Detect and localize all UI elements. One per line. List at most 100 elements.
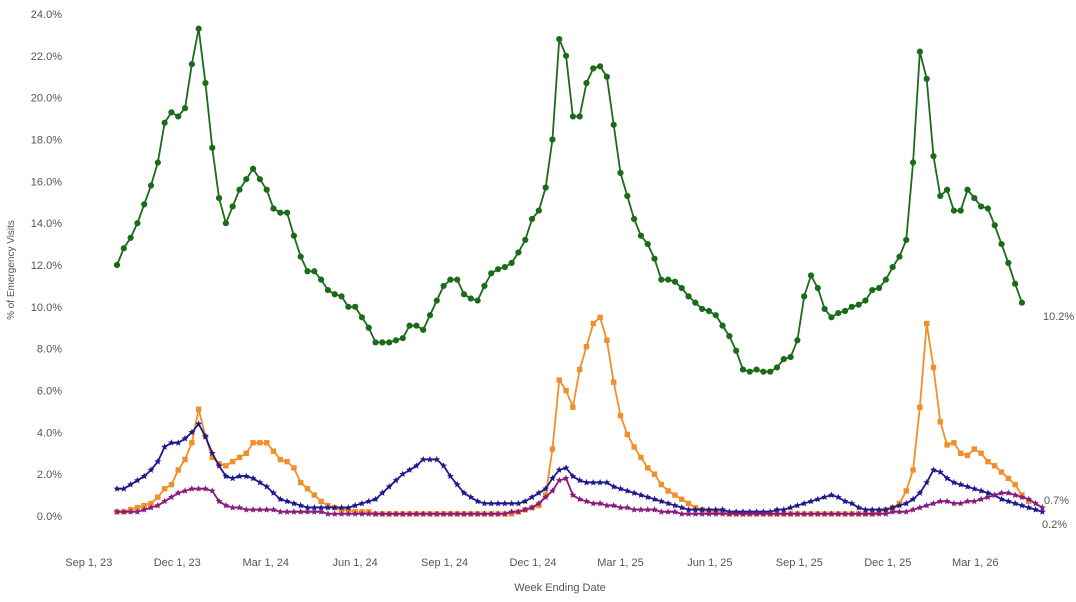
- data-point: [705, 307, 713, 315]
- data-point: [753, 366, 760, 373]
- data-point: [1018, 493, 1026, 501]
- data-point: [291, 465, 297, 471]
- data-point: [746, 368, 753, 375]
- data-point: [161, 119, 168, 126]
- data-point: [984, 489, 992, 496]
- data-point: [651, 471, 658, 477]
- data-point: [766, 510, 774, 517]
- data-point: [841, 307, 849, 315]
- data-point: [535, 207, 542, 214]
- data-point: [889, 508, 897, 515]
- data-point: [903, 236, 910, 243]
- data-point: [1005, 475, 1012, 482]
- data-point: [692, 299, 699, 306]
- data-point: [460, 291, 468, 298]
- data-point: [631, 444, 637, 450]
- data-point: [420, 326, 427, 333]
- data-point: [426, 510, 434, 517]
- data-point: [256, 176, 263, 183]
- data-point: [351, 501, 359, 509]
- y-tick-label: 20.0%: [31, 93, 62, 105]
- x-tick-label: Dec 1, 23: [154, 557, 201, 569]
- data-point: [991, 491, 999, 498]
- data-point: [793, 510, 801, 517]
- data-point: [773, 364, 781, 371]
- data-point: [644, 506, 652, 513]
- data-point: [719, 510, 726, 517]
- data-point: [951, 440, 957, 446]
- data-point: [665, 276, 672, 283]
- data-point: [957, 499, 965, 507]
- data-point: [623, 487, 631, 494]
- data-point: [637, 491, 645, 498]
- data-point: [992, 463, 998, 469]
- data-point: [508, 499, 516, 507]
- data-point: [358, 314, 366, 321]
- data-point: [528, 504, 536, 511]
- data-point: [882, 276, 889, 283]
- data-point: [630, 489, 638, 496]
- data-point: [229, 474, 237, 482]
- data-point: [270, 506, 277, 513]
- y-tick-label: 14.0%: [31, 218, 62, 230]
- data-point: [277, 209, 284, 216]
- data-point: [828, 510, 835, 517]
- data-point: [944, 442, 950, 448]
- data-point: [705, 510, 713, 517]
- data-point: [515, 249, 522, 256]
- y-tick-label: 18.0%: [31, 135, 62, 147]
- data-point: [645, 465, 651, 471]
- data-point: [501, 499, 509, 507]
- data-point: [365, 497, 373, 505]
- y-tick-label: 2.0%: [37, 469, 62, 481]
- data-point: [480, 510, 488, 517]
- data-point: [978, 203, 985, 210]
- data-point: [399, 335, 406, 342]
- data-point: [555, 466, 563, 473]
- data-point: [923, 478, 931, 486]
- data-point: [549, 474, 556, 482]
- data-point: [916, 48, 923, 55]
- data-point: [780, 506, 788, 513]
- data-point: [385, 510, 393, 517]
- data-point: [862, 297, 869, 304]
- data-point: [331, 510, 339, 517]
- data-point: [679, 496, 685, 502]
- data-point: [536, 502, 542, 509]
- data-point: [392, 476, 400, 484]
- data-point: [623, 504, 631, 511]
- data-point: [556, 36, 563, 43]
- data-point: [691, 510, 699, 517]
- data-point: [773, 506, 781, 513]
- data-point: [134, 220, 141, 227]
- series-layer: [113, 25, 1046, 517]
- data-point: [209, 454, 215, 461]
- data-point: [352, 303, 359, 310]
- data-point: [133, 476, 141, 484]
- data-point: [583, 478, 590, 486]
- y-tick-label: 0.0%: [37, 511, 62, 523]
- data-point: [998, 489, 1005, 496]
- data-point: [236, 504, 243, 511]
- data-point: [236, 472, 243, 480]
- data-point: [474, 497, 482, 505]
- data-point: [113, 508, 121, 515]
- data-point: [896, 508, 903, 515]
- data-point: [1032, 506, 1039, 513]
- data-point: [127, 234, 134, 241]
- data-point: [984, 493, 992, 501]
- data-point: [542, 493, 550, 501]
- data-point: [998, 240, 1005, 248]
- data-point: [821, 510, 829, 517]
- data-point: [222, 220, 229, 227]
- x-tick-label: Dec 1, 25: [864, 557, 911, 569]
- data-point: [596, 499, 604, 507]
- data-point: [800, 510, 808, 517]
- data-point: [270, 489, 277, 496]
- data-point: [576, 113, 583, 120]
- data-point: [862, 506, 869, 513]
- data-point: [290, 499, 298, 507]
- data-point: [910, 467, 916, 473]
- data-point: [488, 270, 495, 277]
